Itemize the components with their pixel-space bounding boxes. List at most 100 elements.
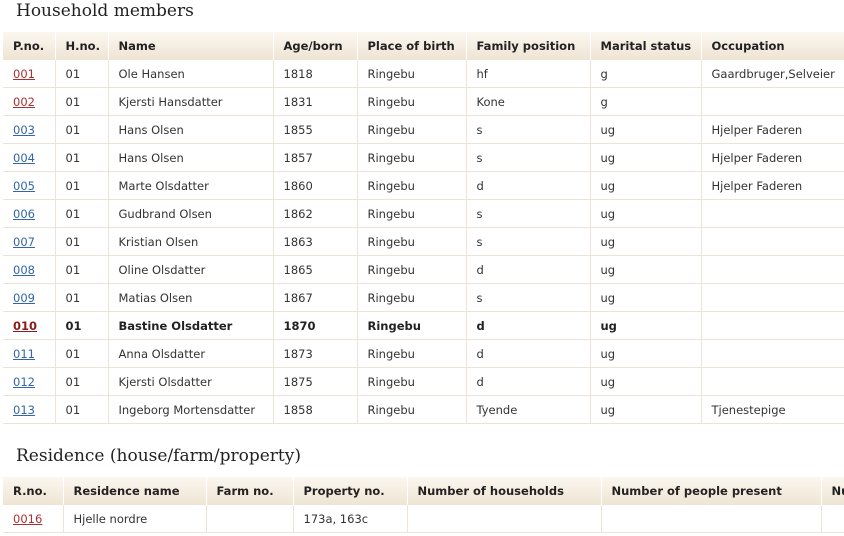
person-link[interactable]: 013 bbox=[13, 402, 35, 417]
residence-table: R.no. Residence name Farm no. Property n… bbox=[3, 477, 844, 533]
person-link[interactable]: 007 bbox=[13, 234, 35, 249]
name-cell: Hans Olsen bbox=[108, 143, 274, 172]
hno-cell: 01 bbox=[55, 171, 109, 200]
occupation-cell bbox=[701, 283, 844, 312]
hno-cell: 01 bbox=[55, 87, 109, 116]
col-header-residence-name: Residence name bbox=[63, 477, 207, 505]
name-cell: Marte Olsdatter bbox=[108, 171, 274, 200]
hno-cell: 01 bbox=[55, 227, 109, 256]
person-link[interactable]: 005 bbox=[13, 178, 35, 193]
position-cell: hf bbox=[466, 60, 591, 88]
position-cell: Tyende bbox=[466, 395, 591, 424]
table-row: 007 01 Kristian Olsen 1863 Ringebu s ug bbox=[3, 227, 844, 256]
col-header-place-of-birth: Place of birth bbox=[357, 32, 467, 60]
marital-cell: ug bbox=[590, 143, 702, 172]
occupation-cell: Tjenestepige bbox=[701, 395, 844, 424]
col-header-hno: H.no. bbox=[55, 32, 109, 60]
born-cell: 1873 bbox=[273, 339, 358, 368]
marital-cell: ug bbox=[590, 199, 702, 228]
place-cell: Ringebu bbox=[357, 311, 467, 340]
hno-cell: 01 bbox=[55, 199, 109, 228]
person-link[interactable]: 010 bbox=[13, 318, 38, 333]
place-cell: Ringebu bbox=[357, 143, 467, 172]
col-header-truncated: Nu bbox=[821, 477, 844, 505]
name-cell: Hans Olsen bbox=[108, 115, 274, 144]
name-cell: Kjersti Olsdatter bbox=[108, 367, 274, 396]
col-header-property-no: Property no. bbox=[293, 477, 408, 505]
marital-cell: ug bbox=[590, 283, 702, 312]
born-cell: 1860 bbox=[273, 171, 358, 200]
table-row: 009 01 Matias Olsen 1867 Ringebu s ug bbox=[3, 283, 844, 312]
position-cell: s bbox=[466, 143, 591, 172]
place-cell: Ringebu bbox=[357, 115, 467, 144]
name-cell: Anna Olsdatter bbox=[108, 339, 274, 368]
position-cell: d bbox=[466, 171, 591, 200]
marital-cell: ug bbox=[590, 115, 702, 144]
occupation-cell: Hjelper Faderen bbox=[701, 115, 844, 144]
marital-cell: ug bbox=[590, 395, 702, 424]
born-cell: 1867 bbox=[273, 283, 358, 312]
col-header-pno: P.no. bbox=[3, 32, 56, 60]
table-row: 011 01 Anna Olsdatter 1873 Ringebu d ug bbox=[3, 339, 844, 368]
households-cell bbox=[407, 505, 602, 533]
position-cell: d bbox=[466, 311, 591, 340]
table-row: 004 01 Hans Olsen 1857 Ringebu s ug Hjel… bbox=[3, 143, 844, 172]
occupation-cell: Hjelper Faderen bbox=[701, 171, 844, 200]
table-row: 001 01 Ole Hansen 1818 Ringebu hf g Gaar… bbox=[3, 60, 844, 88]
place-cell: Ringebu bbox=[357, 171, 467, 200]
born-cell: 1870 bbox=[273, 311, 358, 340]
occupation-cell bbox=[701, 311, 844, 340]
person-link[interactable]: 012 bbox=[13, 374, 35, 389]
col-header-marital-status: Marital status bbox=[590, 32, 702, 60]
position-cell: d bbox=[466, 255, 591, 284]
marital-cell: ug bbox=[590, 311, 702, 340]
person-link[interactable]: 002 bbox=[13, 94, 35, 109]
hno-cell: 01 bbox=[55, 60, 109, 88]
residence-link[interactable]: 0016 bbox=[13, 511, 43, 526]
born-cell: 1857 bbox=[273, 143, 358, 172]
name-cell: Matias Olsen bbox=[108, 283, 274, 312]
born-cell: 1858 bbox=[273, 395, 358, 424]
household-members-table: P.no. H.no. Name Age/born Place of birth… bbox=[3, 32, 844, 424]
table-header-row: P.no. H.no. Name Age/born Place of birth… bbox=[3, 32, 844, 60]
person-link[interactable]: 011 bbox=[13, 346, 35, 361]
table-header-row: R.no. Residence name Farm no. Property n… bbox=[3, 477, 844, 505]
position-cell: Kone bbox=[466, 87, 591, 116]
position-cell: s bbox=[466, 283, 591, 312]
table-row: 008 01 Oline Olsdatter 1865 Ringebu d ug bbox=[3, 255, 844, 284]
name-cell: Gudbrand Olsen bbox=[108, 199, 274, 228]
name-cell: Oline Olsdatter bbox=[108, 255, 274, 284]
col-header-rno: R.no. bbox=[3, 477, 64, 505]
person-link[interactable]: 008 bbox=[13, 262, 35, 277]
marital-cell: ug bbox=[590, 227, 702, 256]
person-link[interactable]: 001 bbox=[13, 66, 35, 81]
place-cell: Ringebu bbox=[357, 339, 467, 368]
person-link[interactable]: 004 bbox=[13, 150, 35, 165]
person-link[interactable]: 006 bbox=[13, 206, 35, 221]
born-cell: 1875 bbox=[273, 367, 358, 396]
table-row: 0016 Hjelle nordre 173a, 163c bbox=[3, 505, 844, 533]
col-header-occupation: Occupation bbox=[701, 32, 844, 60]
name-cell: Ingeborg Mortensdatter bbox=[108, 395, 274, 424]
hno-cell: 01 bbox=[55, 339, 109, 368]
name-cell: Ole Hansen bbox=[108, 60, 274, 88]
occupation-cell bbox=[701, 87, 844, 116]
col-header-farm-no: Farm no. bbox=[206, 477, 294, 505]
person-link[interactable]: 009 bbox=[13, 290, 35, 305]
table-row-current: 010 01 Bastine Olsdatter 1870 Ringebu d … bbox=[3, 311, 844, 340]
marital-cell: g bbox=[590, 60, 702, 88]
place-cell: Ringebu bbox=[357, 367, 467, 396]
position-cell: s bbox=[466, 115, 591, 144]
person-link[interactable]: 003 bbox=[13, 122, 35, 137]
marital-cell: ug bbox=[590, 367, 702, 396]
place-cell: Ringebu bbox=[357, 60, 467, 88]
name-cell: Bastine Olsdatter bbox=[108, 311, 274, 340]
place-cell: Ringebu bbox=[357, 199, 467, 228]
col-header-number-of-people-present: Number of people present bbox=[601, 477, 822, 505]
hno-cell: 01 bbox=[55, 143, 109, 172]
residence-title: Residence (house/farm/property) bbox=[16, 446, 301, 466]
name-cell: Kjersti Hansdatter bbox=[108, 87, 274, 116]
hno-cell: 01 bbox=[55, 115, 109, 144]
table-row: 013 01 Ingeborg Mortensdatter 1858 Ringe… bbox=[3, 395, 844, 424]
occupation-cell: Gaardbruger,Selveier bbox=[701, 60, 844, 88]
